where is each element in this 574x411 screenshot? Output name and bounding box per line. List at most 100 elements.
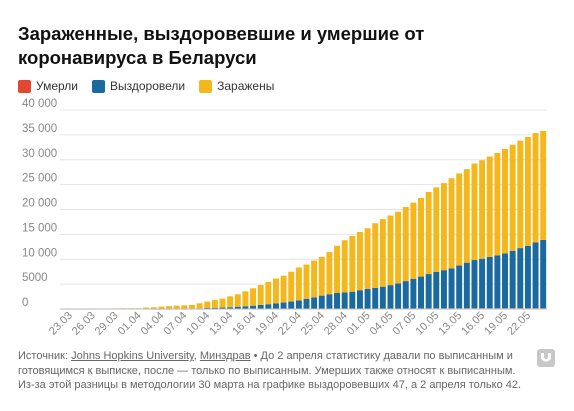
x-tick-label: 04.05: [368, 310, 396, 338]
bar-segment: [471, 260, 478, 309]
bar-segment: [150, 307, 157, 309]
bar-segment: [456, 173, 463, 266]
bar-segment: [418, 197, 425, 277]
bar-segment: [219, 298, 226, 308]
bar-segment: [418, 276, 425, 309]
bar-segment: [318, 256, 325, 296]
x-tick-label: 10.05: [413, 310, 441, 338]
bar-segment: [288, 271, 295, 302]
bar-segment: [440, 183, 447, 271]
x-tick-label: 29.03: [93, 310, 121, 338]
bar-segment: [227, 296, 234, 308]
x-tick-label: 26.03: [70, 310, 98, 338]
bar-segment: [509, 250, 516, 309]
bar-segment: [158, 306, 165, 309]
source-prefix: Источник:: [18, 350, 72, 362]
y-tick-label: 0: [22, 297, 28, 309]
bar-segment: [280, 302, 287, 309]
legend-item-infected: Заражены: [199, 79, 274, 93]
bar-segment: [387, 285, 394, 309]
legend-swatch-died: [18, 79, 31, 93]
bar-segment: [318, 295, 325, 309]
x-tick-label: 13.04: [207, 310, 235, 338]
bar-segment: [456, 265, 463, 309]
y-tick-label: 25 000: [22, 173, 57, 185]
y-tick-label: 15 000: [22, 222, 57, 234]
bar-segment: [463, 262, 470, 309]
bar-segment: [425, 274, 432, 309]
bar-segment: [227, 307, 234, 309]
bar-segment: [502, 253, 508, 309]
bar-segment: [372, 287, 379, 309]
bar-segment: [234, 294, 241, 307]
legend-swatch-recovered: [91, 79, 105, 93]
bar-segment: [204, 301, 211, 309]
y-tick-label: 30 000: [22, 148, 57, 160]
x-tick-label: 01.04: [116, 310, 144, 338]
bar-segment: [349, 291, 356, 309]
bar-segment: [448, 178, 455, 269]
bar-segment: [532, 242, 539, 309]
bar-segment: [334, 245, 341, 293]
x-tick-label: 07.05: [391, 310, 419, 338]
bar-segment: [387, 215, 394, 286]
x-tick-label: 07.04: [162, 310, 190, 338]
bar-segment: [494, 153, 501, 256]
bar-segment: [334, 292, 341, 309]
bar-segment: [219, 307, 226, 309]
bar-segment: [486, 156, 493, 258]
y-tick-label: 35 000: [22, 123, 57, 135]
bar-segment: [250, 288, 257, 306]
y-tick-label: 10 000: [22, 247, 57, 259]
bar-segment: [402, 206, 409, 282]
bar-segment: [250, 305, 257, 309]
y-tick-label: 5000: [22, 272, 48, 284]
bar-segment: [211, 307, 218, 309]
x-tick-label: 25.04: [299, 310, 327, 338]
bar-segment: [188, 304, 195, 309]
x-tick-label: 13.05: [436, 310, 464, 338]
bar-segment: [272, 303, 279, 309]
bar-segment: [524, 136, 531, 246]
bar-segment: [524, 245, 531, 309]
bar-segment: [280, 275, 287, 303]
bar-segment: [196, 303, 203, 309]
bar-segment: [356, 231, 363, 291]
legend-label-recovered: Выздоровели: [109, 79, 186, 93]
chart-title: Зараженные, выздоровевшие и умершие от к…: [18, 23, 425, 68]
x-tick-label: 23.03: [47, 310, 75, 338]
bar-segment: [326, 294, 333, 309]
legend-item-recovered: Выздоровели: [91, 79, 186, 93]
bar-segment: [494, 255, 501, 309]
bar-segment: [303, 298, 310, 309]
bar-segment: [166, 306, 173, 309]
bar-segment: [295, 300, 302, 309]
bar-segment: [257, 304, 264, 309]
bar-segment: [295, 267, 302, 301]
bar-segment: [540, 130, 547, 240]
source-note: Источник: Johns Hopkins University, Минз…: [18, 349, 528, 393]
source-link-jhu[interactable]: Johns Hopkins University: [71, 350, 194, 362]
bar-segment: [204, 308, 211, 309]
bar-segment: [242, 306, 249, 309]
bar-segment: [502, 149, 508, 254]
bar-segment: [379, 286, 386, 309]
bar-segment: [211, 299, 218, 308]
bar-segment: [486, 257, 493, 309]
bar-chart: 0 5000 10 000 15 000 20 000 25 000 30 000 35 00…: [22, 98, 547, 338]
meduza-logo-icon: [537, 349, 555, 367]
bar-segment: [479, 160, 486, 259]
bar-segment: [479, 258, 486, 309]
source-link-minzdrav[interactable]: Минздрав: [199, 350, 251, 362]
bar-segment: [448, 268, 455, 309]
bar-segment: [257, 285, 264, 305]
bar-segment: [402, 281, 409, 309]
bar-segment: [364, 228, 371, 289]
x-tick-label: 16.04: [230, 310, 258, 338]
x-tick-label: 19.04: [253, 310, 281, 338]
bar-segment: [540, 239, 547, 309]
x-tick-label: 10.04: [184, 310, 212, 338]
source-sep: ,: [193, 350, 200, 362]
bar-segment: [433, 187, 440, 272]
